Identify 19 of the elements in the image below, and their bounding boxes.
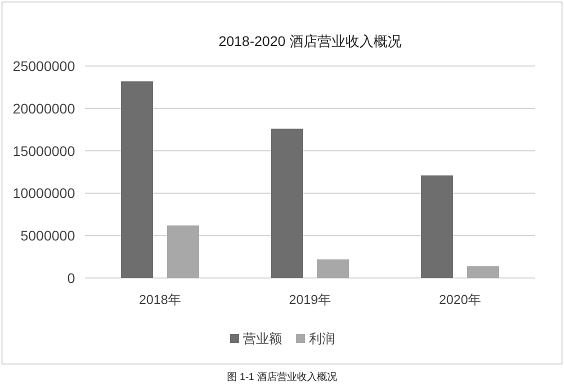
x-tick-label: 2020年 bbox=[439, 292, 481, 307]
caption: 图 1-1 酒店营业收入概况 bbox=[226, 371, 338, 383]
bar bbox=[421, 175, 453, 278]
bar bbox=[467, 266, 499, 278]
y-tick-label: 20000000 bbox=[12, 100, 76, 116]
bar bbox=[271, 128, 303, 278]
x-tick-label: 2019年 bbox=[289, 292, 331, 307]
legend-label: 利润 bbox=[309, 331, 335, 346]
y-tick-label: 15000000 bbox=[12, 142, 76, 159]
legend-label: 营业额 bbox=[243, 331, 282, 346]
bar bbox=[167, 225, 199, 278]
x-tick-label: 2018年 bbox=[139, 292, 181, 307]
y-tick-label: 5000000 bbox=[20, 228, 76, 244]
y-tick-label: 0 bbox=[67, 270, 76, 286]
bar bbox=[121, 81, 153, 278]
y-tick-label: 10000000 bbox=[12, 185, 76, 202]
chart-title: 2018-2020 酒店营业收入概况 bbox=[218, 33, 402, 49]
y-tick-label: 25000000 bbox=[12, 58, 76, 74]
bar bbox=[317, 259, 349, 278]
